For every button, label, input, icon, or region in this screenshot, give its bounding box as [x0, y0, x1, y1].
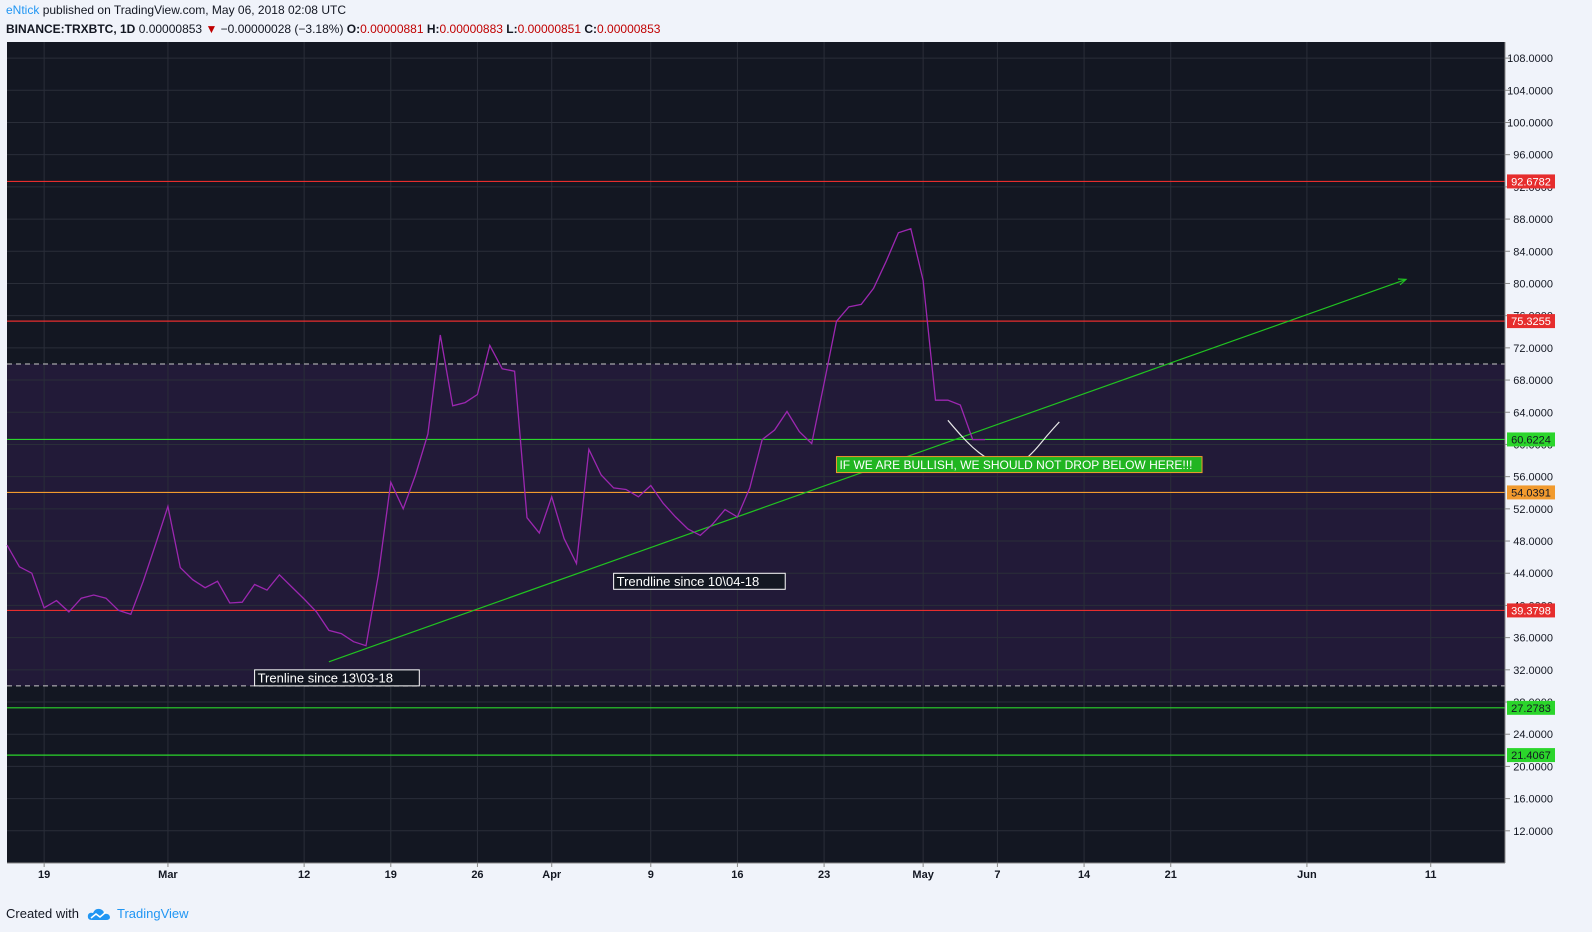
- published-text: published on TradingView.com, May 06, 20…: [42, 3, 346, 17]
- annotation-box: [835, 456, 1203, 474]
- x-tick-label: Apr: [542, 869, 562, 881]
- y-tick-label: 36.0000: [1513, 633, 1553, 645]
- level-price-tag: [1507, 432, 1555, 447]
- trendline-arrowhead: [1397, 278, 1408, 286]
- level-price-tag: [1507, 748, 1555, 763]
- x-tick-label: 19: [38, 869, 50, 881]
- level-price-tag: [1507, 700, 1555, 715]
- y-tick-label: 48.0000: [1513, 536, 1553, 548]
- level-price-label: 75.3255: [1511, 316, 1551, 328]
- annotation-box: [254, 669, 420, 687]
- footer: Created with TradingView: [6, 906, 189, 921]
- y-tick-label: 52.0000: [1513, 504, 1553, 516]
- level-price-label: 21.4067: [1511, 750, 1551, 762]
- open-value: 0.00000881: [360, 22, 424, 36]
- level-price-tag: [1507, 174, 1555, 189]
- x-tick-label: 16: [731, 869, 743, 881]
- x-tick-label: 26: [471, 869, 483, 881]
- y-tick-label: 32.0000: [1513, 665, 1553, 677]
- x-tick-label: 19: [385, 869, 397, 881]
- symbol-legend: BINANCE:TRXBTC, 1D 0.00000853 ▼ −0.00000…: [6, 22, 660, 36]
- close-value: 0.00000853: [597, 22, 661, 36]
- annotation-text: Trenline since 13\03-18: [258, 670, 393, 685]
- y-tick-label: 44.0000: [1513, 568, 1553, 580]
- low-label: L:: [506, 22, 518, 36]
- x-tick-label: 12: [298, 869, 310, 881]
- low-value: 0.00000851: [517, 22, 582, 36]
- y-tick-label: 68.0000: [1513, 375, 1553, 387]
- annotation-white: Trenline since 13\03-18: [254, 669, 420, 687]
- level-price-tag: [1507, 314, 1555, 329]
- level-price-label: 54.0391: [1511, 487, 1551, 499]
- y-tick-label: 88.0000: [1513, 214, 1553, 226]
- price-change: −0.00000028 (−3.18%): [220, 22, 344, 36]
- y-tick-label: 84.0000: [1513, 246, 1553, 258]
- y-tick-label: 24.0000: [1513, 729, 1553, 741]
- close-label: C:: [584, 22, 598, 36]
- open-label: O:: [346, 22, 361, 36]
- last-price: 0.00000853: [138, 22, 203, 36]
- y-tick-label: 16.0000: [1513, 794, 1553, 806]
- y-tick-label: 108.0000: [1507, 53, 1553, 65]
- x-tick-label: 23: [818, 869, 830, 881]
- annotation-text: Trendline since 10\04-18: [617, 574, 760, 589]
- tradingview-brand[interactable]: TradingView: [87, 906, 189, 921]
- x-tick-label: 21: [1165, 869, 1177, 881]
- price-chart[interactable]: IF WE ARE BULLISH, WE SHOULD NOT DROP BE…: [0, 42, 1592, 890]
- level-price-label: 27.2783: [1511, 703, 1551, 715]
- author-link[interactable]: eNtick: [6, 3, 40, 17]
- y-tick-label: 104.0000: [1507, 85, 1553, 97]
- down-triangle-icon: ▼: [205, 22, 218, 36]
- x-tick-label: Jun: [1297, 869, 1317, 881]
- level-price-label: 60.6224: [1511, 434, 1551, 446]
- y-tick-label: 72.0000: [1513, 343, 1553, 355]
- annotation-white: Trendline since 10\04-18: [613, 572, 786, 590]
- annotation-box: [613, 572, 786, 590]
- annotation-text: IF WE ARE BULLISH, WE SHOULD NOT DROP BE…: [839, 458, 1192, 472]
- level-price-label: 92.6782: [1511, 176, 1551, 188]
- x-tick-label: Mar: [158, 869, 178, 881]
- level-price-label: 39.3798: [1511, 605, 1551, 617]
- y-tick-label: 12.0000: [1513, 826, 1553, 838]
- x-tick-label: May: [912, 869, 934, 881]
- y-tick-label: 56.0000: [1513, 472, 1553, 484]
- annotation-green: IF WE ARE BULLISH, WE SHOULD NOT DROP BE…: [835, 456, 1203, 474]
- x-tick-label: 14: [1078, 869, 1091, 881]
- y-tick-label: 64.0000: [1513, 407, 1553, 419]
- brand-label: TradingView: [116, 906, 189, 921]
- created-with-text: Created with: [6, 906, 79, 921]
- high-label: H:: [426, 22, 440, 36]
- y-tick-label: 80.0000: [1513, 278, 1553, 290]
- shaded-zone: [7, 363, 1505, 686]
- high-value: 0.00000883: [439, 22, 503, 36]
- y-tick-label: 96.0000: [1513, 150, 1553, 162]
- symbol-label: BINANCE:TRXBTC, 1D: [6, 22, 136, 36]
- x-tick-label: 7: [994, 869, 1000, 881]
- y-tick-label: 20.0000: [1513, 761, 1553, 773]
- cloud-icon: [87, 908, 110, 920]
- level-price-tag: [1507, 485, 1555, 500]
- level-price-tag: [1507, 603, 1555, 618]
- x-tick-label: 11: [1425, 869, 1437, 881]
- y-tick-label: 100.0000: [1507, 117, 1553, 129]
- publish-info: eNtick published on TradingView.com, May…: [6, 3, 346, 17]
- price-series-line: [6, 227, 985, 647]
- x-tick-label: 9: [648, 869, 654, 881]
